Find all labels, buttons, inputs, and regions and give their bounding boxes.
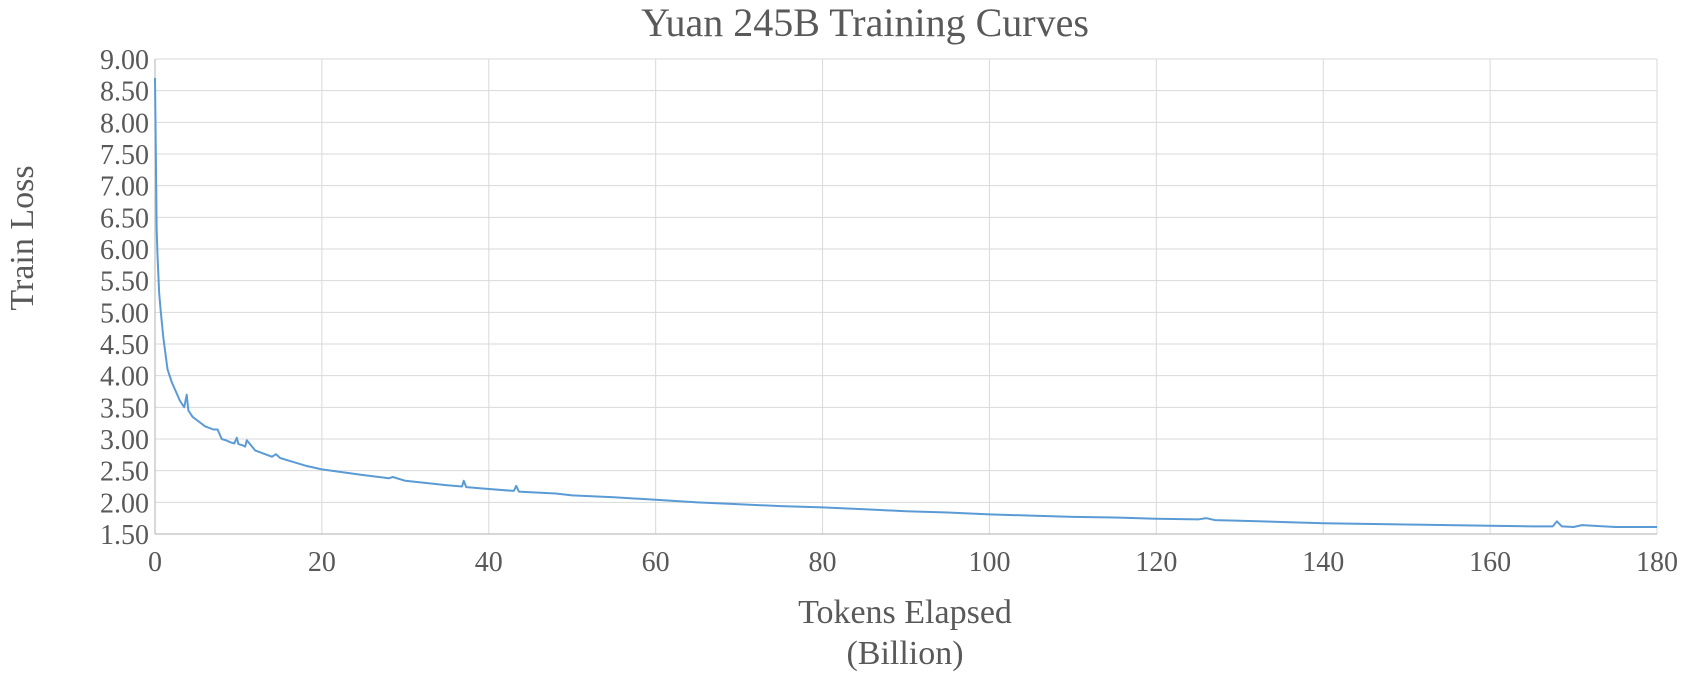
y-tick-label: 7.50 [100,140,149,171]
train-loss-series-line [154,77,1657,529]
x-tick-label: 120 [1135,547,1177,578]
y-tick-label: 8.00 [100,108,149,139]
y-tick-label: 2.00 [100,488,149,519]
series-layer [154,77,1657,529]
y-tick-label: 4.00 [100,362,149,393]
x-tick-label: 80 [809,547,837,578]
y-tick-label: 2.50 [100,457,149,488]
gridlines [154,58,1658,535]
y-tick-label: 5.00 [100,298,149,329]
y-tick-label: 6.00 [100,235,149,266]
x-tick-label: 0 [148,547,162,578]
x-tick-label: 140 [1302,547,1344,578]
y-tick-label: 3.50 [100,393,149,424]
y-tick-label: 5.50 [100,267,149,298]
x-tick-label: 40 [475,547,503,578]
y-tick-label: 9.00 [100,45,149,76]
chart-title: Yuan 245B Training Curves [641,0,1089,45]
y-tick-label: 4.50 [100,330,149,361]
y-tick-label: 8.50 [100,77,149,108]
x-axis-title: Tokens Elapsed [798,594,1012,631]
x-tick-label: 180 [1636,547,1678,578]
x-axis-subtitle: (Billion) [846,635,963,672]
y-tick-label: 6.50 [100,203,149,234]
axes [154,59,1657,535]
y-tick-label: 3.00 [100,425,149,456]
y-tick-label: 7.00 [100,172,149,203]
x-tick-label: 160 [1469,547,1511,578]
x-tick-label: 60 [642,547,670,578]
x-tick-labels: 0 20 40 60 80 100 120 140 160 180 [148,547,1678,578]
x-tick-label: 20 [308,547,336,578]
y-tick-label: 1.50 [100,520,149,551]
x-tick-label: 100 [968,547,1010,578]
y-axis-title: Train Loss [4,165,41,310]
y-tick-labels: 1.502.002.503.003.504.004.505.005.506.00… [100,45,149,551]
